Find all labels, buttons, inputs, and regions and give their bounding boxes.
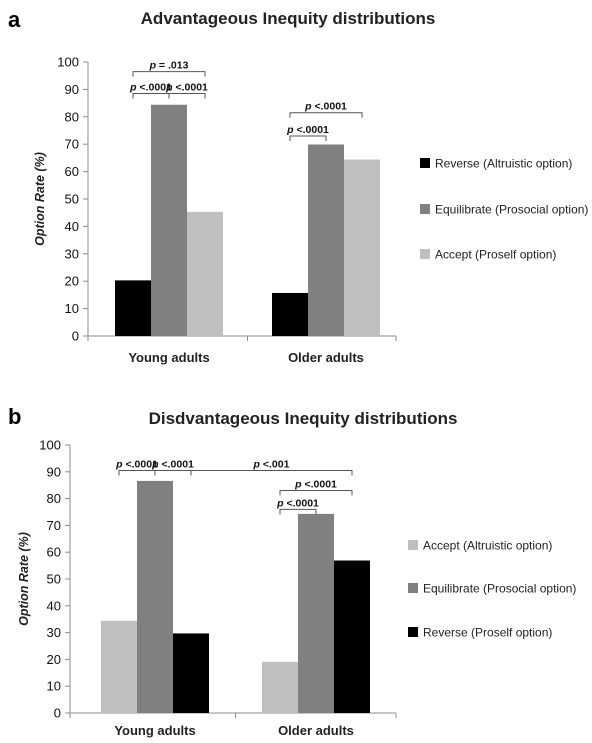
significance-label: p <.001 bbox=[253, 458, 290, 470]
y-axis-label: Option Rate (%) bbox=[17, 532, 31, 626]
chart-advantageous: a Advantageous Inequity distributions 0 10 2… bbox=[8, 7, 588, 365]
bar bbox=[151, 104, 187, 336]
y-tick-label: 30 bbox=[65, 246, 79, 261]
bar bbox=[187, 211, 223, 336]
y-axis-label: Option Rate (%) bbox=[33, 152, 47, 246]
y-tick-label: 50 bbox=[65, 192, 79, 207]
bar bbox=[137, 480, 173, 713]
significance-bracket bbox=[154, 469, 192, 476]
legend-label: Accept (Altruistic option) bbox=[423, 539, 552, 553]
significance-bracket bbox=[289, 135, 327, 141]
y-tick-label: 40 bbox=[65, 219, 79, 234]
significance-label: p <.0001 bbox=[165, 82, 208, 94]
y-tick-label: 60 bbox=[65, 164, 79, 179]
significance-label: p <.0001 bbox=[129, 82, 172, 94]
significance-label: p = .013 bbox=[149, 60, 189, 72]
significance-bracket bbox=[279, 490, 353, 496]
significance-label: p <.0001 bbox=[294, 479, 337, 491]
x-tick-label: Young adults bbox=[128, 350, 209, 365]
y-tick-label: 10 bbox=[47, 679, 61, 694]
y-tick-label: 0 bbox=[54, 706, 61, 721]
y-tick-label: 20 bbox=[47, 652, 61, 667]
y-tick-label: 70 bbox=[47, 518, 61, 533]
significance-bracket bbox=[132, 93, 170, 99]
significance-label: p <.0001 bbox=[286, 124, 329, 136]
significance-bracket bbox=[132, 71, 206, 77]
panel-letter: a bbox=[8, 7, 21, 32]
bar bbox=[298, 513, 334, 713]
y-tick-label: 100 bbox=[57, 55, 79, 70]
y-tick-label: 90 bbox=[65, 82, 79, 97]
significance-label: p <.0001 bbox=[304, 101, 347, 113]
legend-swatch bbox=[420, 249, 430, 259]
significance-bracket bbox=[289, 112, 363, 118]
significance-bracket bbox=[279, 508, 317, 515]
y-tick-label: 0 bbox=[72, 329, 79, 344]
chart-title: Advantageous Inequity distributions bbox=[141, 9, 436, 28]
x-tick-label: Older adults bbox=[288, 350, 364, 365]
significance-label: p <.0001 bbox=[151, 458, 194, 470]
y-tick-label: 40 bbox=[47, 598, 61, 613]
bar bbox=[344, 159, 380, 336]
significance-bracket bbox=[168, 93, 206, 99]
y-tick-label: 80 bbox=[65, 109, 79, 124]
significance-bracket bbox=[190, 469, 353, 476]
significance-label: p <.0001 bbox=[276, 497, 319, 509]
legend-swatch bbox=[408, 583, 418, 593]
legend-swatch bbox=[408, 627, 418, 637]
y-tick-label: 10 bbox=[65, 301, 79, 316]
panel-letter: b bbox=[8, 404, 21, 429]
significance-label: p <.0001 bbox=[115, 458, 158, 470]
bar bbox=[334, 560, 370, 713]
legend-label: Reverse (Proself option) bbox=[423, 626, 552, 640]
y-tick-label: 50 bbox=[47, 572, 61, 587]
y-tick-label: 60 bbox=[47, 545, 61, 560]
chart-title: Disdvantageous Inequity distributions bbox=[149, 409, 458, 428]
legend-label: Equilibrate (Prosocial option) bbox=[423, 582, 576, 596]
bar bbox=[101, 620, 137, 713]
y-tick-label: 100 bbox=[39, 438, 61, 453]
legend-swatch bbox=[420, 204, 430, 214]
bar bbox=[173, 633, 209, 713]
bar bbox=[115, 280, 151, 336]
y-tick-label: 30 bbox=[47, 625, 61, 640]
x-tick-label: Young adults bbox=[114, 723, 195, 738]
chart-disadvantageous: b Disdvantageous Inequity distributions 0 1… bbox=[8, 404, 576, 738]
y-tick-label: 90 bbox=[47, 464, 61, 479]
bar bbox=[272, 292, 308, 336]
legend-label: Equilibrate (Prosocial option) bbox=[435, 203, 588, 217]
legend-label: Reverse (Altruistic option) bbox=[435, 157, 572, 171]
y-tick-label: 20 bbox=[65, 274, 79, 289]
y-tick-label: 70 bbox=[65, 137, 79, 152]
x-tick-label: Older adults bbox=[278, 723, 354, 738]
legend-label: Accept (Proself option) bbox=[435, 248, 556, 262]
bar bbox=[308, 144, 344, 336]
bar bbox=[262, 661, 298, 713]
legend-swatch bbox=[408, 540, 418, 550]
legend-swatch bbox=[420, 158, 430, 168]
significance-bracket bbox=[118, 469, 156, 476]
y-tick-label: 80 bbox=[47, 491, 61, 506]
